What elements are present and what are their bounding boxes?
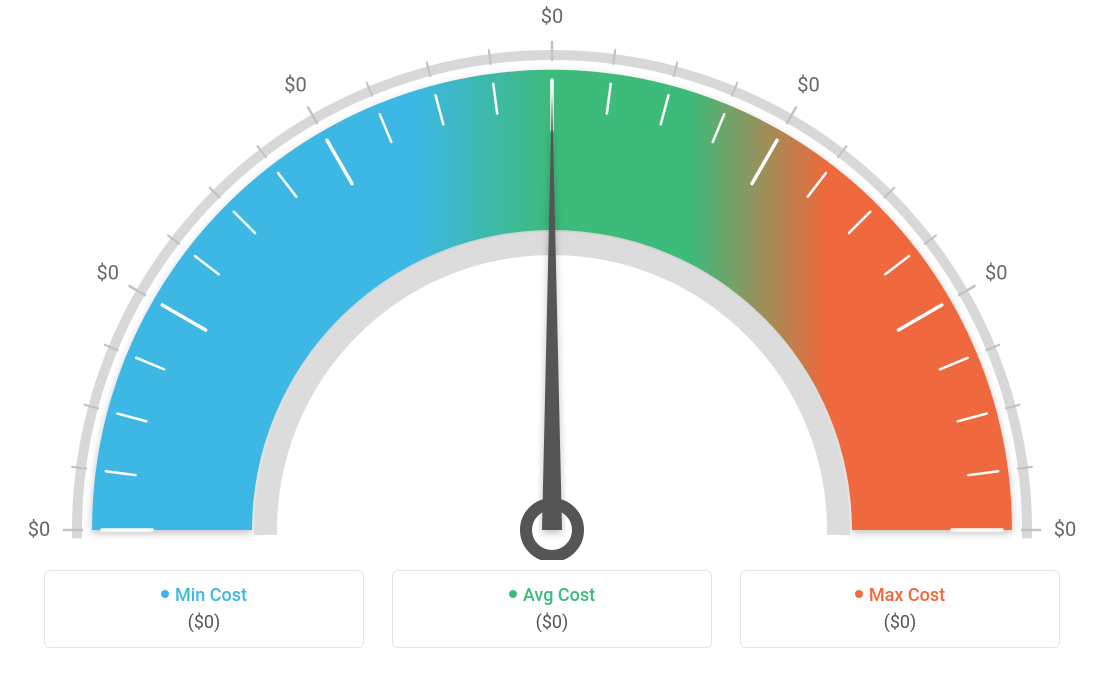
gauge-tick-label: $0: [797, 73, 819, 97]
gauge-tick-label: $0: [284, 73, 306, 97]
legend-value-max: ($0): [751, 612, 1049, 633]
gauge-svg: $0 $0 $0 $0 $0 $0 $0: [0, 0, 1104, 560]
legend-value-min: ($0): [55, 612, 353, 633]
gauge-tick-label: $0: [28, 517, 50, 541]
legend-label-max-text: Max Cost: [869, 585, 945, 606]
legend-label-avg-text: Avg Cost: [523, 585, 595, 606]
gauge-tick-label: $0: [985, 261, 1007, 285]
legend-item-min: Min Cost ($0): [44, 570, 364, 648]
legend-item-max: Max Cost ($0): [740, 570, 1060, 648]
gauge-tick-label: $0: [96, 261, 118, 285]
legend-dot-max: [855, 590, 863, 598]
legend-label-min: Min Cost: [55, 585, 353, 606]
legend-value-avg: ($0): [403, 612, 701, 633]
legend-dot-min: [161, 590, 169, 598]
gauge-tick-label: $0: [541, 4, 563, 28]
legend-dot-avg: [509, 590, 517, 598]
gauge-chart: $0 $0 $0 $0 $0 $0 $0: [0, 0, 1104, 560]
legend-row: Min Cost ($0) Avg Cost ($0) Max Cost ($0…: [0, 570, 1104, 648]
legend-item-avg: Avg Cost ($0): [392, 570, 712, 648]
legend-label-avg: Avg Cost: [403, 585, 701, 606]
legend-label-min-text: Min Cost: [175, 585, 247, 606]
legend-label-max: Max Cost: [751, 585, 1049, 606]
gauge-tick-label: $0: [1054, 517, 1076, 541]
